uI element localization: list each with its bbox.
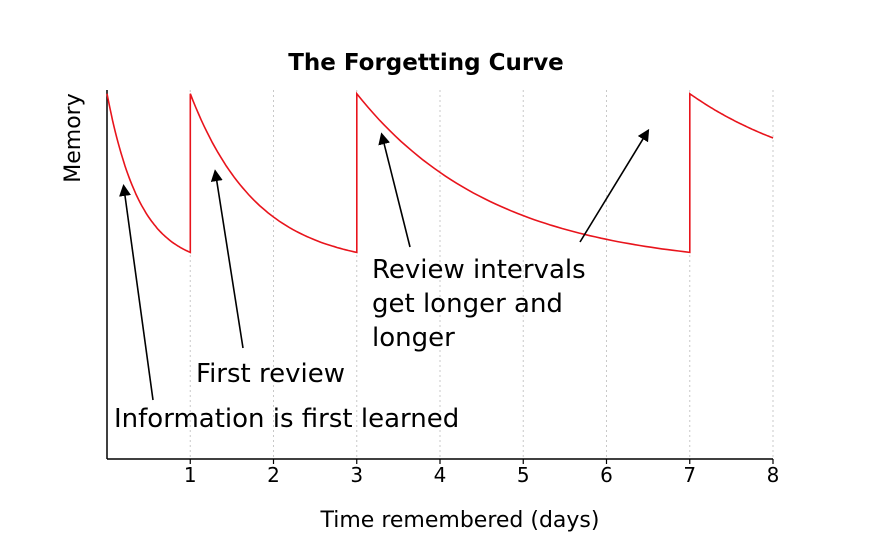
tick-label-5: 5 [517, 463, 530, 487]
tick-label-7: 7 [683, 463, 696, 487]
x-axis-ticks: 1 2 3 4 5 6 7 8 [184, 459, 779, 487]
annotation-review-intervals-line-3: longer [372, 323, 455, 353]
tick-label-3: 3 [350, 463, 363, 487]
annotation-arrow-2 [378, 132, 411, 248]
tick-label-6: 6 [600, 463, 613, 487]
tick-label-1: 1 [184, 463, 197, 487]
chart-title: The Forgetting Curve [288, 50, 564, 76]
tick-label-8: 8 [767, 463, 780, 487]
annotation-first-learned: Information is first learned [114, 404, 459, 434]
annotation-first-review: First review [196, 359, 345, 389]
annotation-arrow-0 [119, 183, 154, 401]
annotation-arrow-1 [210, 169, 244, 349]
tick-label-2: 2 [267, 463, 280, 487]
x-axis-label: Time remembered (days) [320, 508, 600, 533]
forgetting-curve-line [106, 91, 774, 254]
annotation-review-intervals-line-2: get longer and [372, 289, 563, 319]
annotation-review-intervals-line-1: Review intervals [372, 255, 586, 285]
annotation-arrows [119, 128, 650, 401]
annotation-arrow-3 [579, 128, 650, 243]
tick-label-4: 4 [434, 463, 447, 487]
y-axis-label: Memory [61, 93, 86, 182]
